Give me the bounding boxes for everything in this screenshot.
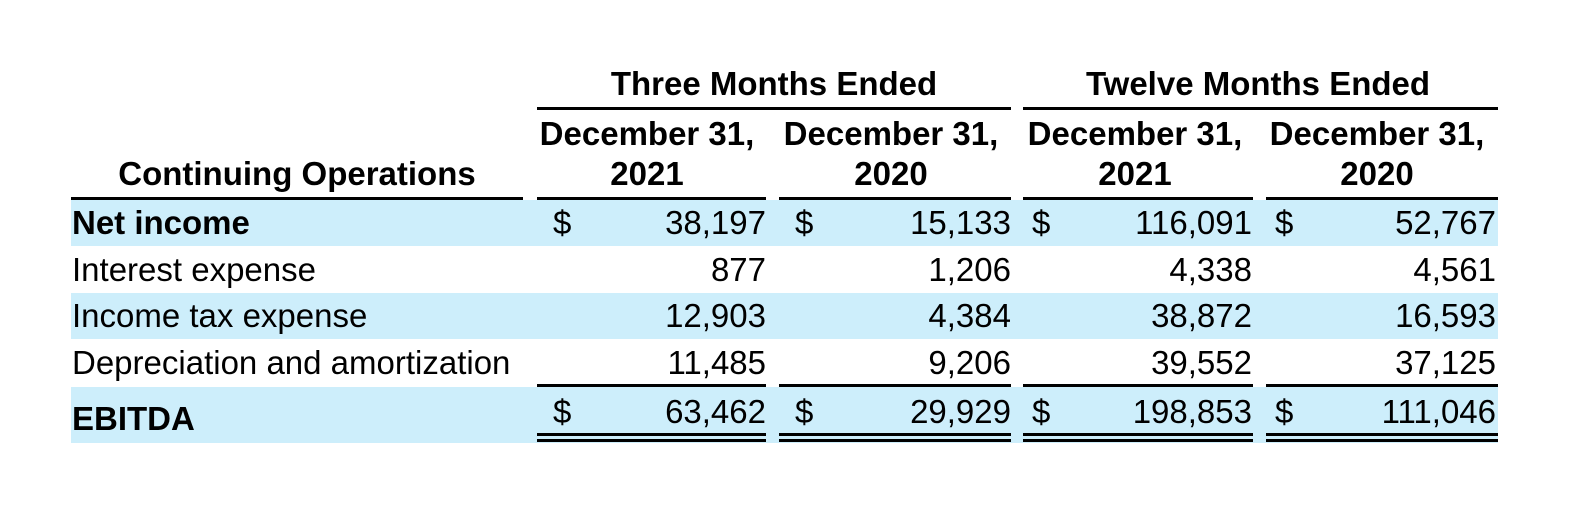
cell-value: 877 [710, 251, 766, 288]
cell-value: 38,872 [1151, 297, 1252, 334]
row-label-income-tax-expense: Income tax expense [72, 297, 368, 334]
cell-value: 63,462 [665, 393, 766, 430]
row-label-depreciation: Depreciation and amortization [72, 344, 511, 381]
cell-value: 29,929 [910, 393, 1011, 430]
column-header-line2: 2021 [610, 155, 684, 192]
total-double-rule-col4-top [1266, 433, 1498, 436]
header-rule-stub [71, 197, 523, 200]
group-header-twelve-months: Twelve Months Ended [1085, 65, 1431, 102]
cell-value: 4,561 [1413, 251, 1496, 288]
currency-symbol: $ [553, 204, 572, 241]
cell-value: 37,125 [1395, 344, 1496, 381]
total-double-rule-col1-bottom [537, 439, 766, 442]
cell-value: 15,133 [910, 204, 1011, 241]
header-rule-col3 [1023, 197, 1253, 200]
header-rule-col1 [537, 197, 766, 200]
row-label-net-income: Net income [72, 204, 250, 241]
group-rule-twelve-months [1023, 107, 1498, 110]
currency-symbol: $ [553, 393, 572, 430]
column-header-line1: December 31, [539, 115, 755, 152]
column-header-line2: 2021 [1098, 155, 1172, 192]
column-header-line2: 2020 [1340, 155, 1414, 192]
currency-symbol: $ [1275, 204, 1294, 241]
currency-symbol: $ [795, 204, 814, 241]
total-double-rule-col2-bottom [779, 439, 1011, 442]
cell-value: 11,485 [667, 344, 766, 381]
total-double-rule-col3-top [1023, 433, 1253, 436]
cell-value: 1,206 [928, 251, 1011, 288]
row-shading-net-income [71, 200, 1498, 246]
subtotal-rule-col2 [779, 384, 1011, 387]
column-header-line1: December 31, [1269, 115, 1485, 152]
cell-value: 16,593 [1395, 297, 1496, 334]
column-header-line1: December 31, [1027, 115, 1243, 152]
row-shading-income-tax [71, 293, 1498, 339]
group-rule-three-months [537, 107, 1011, 110]
cell-value: 4,384 [928, 297, 1011, 334]
currency-symbol: $ [1032, 204, 1051, 241]
header-rule-col4 [1266, 197, 1498, 200]
cell-value: 111,046 [1381, 393, 1496, 430]
currency-symbol: $ [795, 393, 814, 430]
cell-value: 12,903 [665, 297, 766, 334]
total-double-rule-col2-top [779, 433, 1011, 436]
column-header-line2: 2020 [854, 155, 928, 192]
cell-value: 38,197 [665, 204, 766, 241]
row-label-ebitda: EBITDA [72, 400, 195, 437]
cell-value: 4,338 [1169, 251, 1252, 288]
header-rule-col2 [779, 197, 1011, 200]
cell-value: 9,206 [928, 344, 1011, 381]
subtotal-rule-col3 [1023, 384, 1253, 387]
cell-value: 52,767 [1395, 204, 1496, 241]
total-double-rule-col3-bottom [1023, 439, 1253, 442]
subtotal-rule-col1 [537, 384, 766, 387]
group-header-three-months: Three Months Ended [610, 65, 938, 102]
total-double-rule-col4-bottom [1266, 439, 1498, 442]
stub-header: Continuing Operations [118, 155, 476, 192]
cell-value: 116,091 [1135, 204, 1252, 241]
cell-value: 39,552 [1151, 344, 1252, 381]
row-label-interest-expense: Interest expense [72, 251, 316, 288]
currency-symbol: $ [1032, 393, 1051, 430]
subtotal-rule-col4 [1266, 384, 1498, 387]
cell-value: 198,853 [1132, 393, 1252, 430]
currency-symbol: $ [1275, 393, 1294, 430]
total-double-rule-col1-top [537, 433, 766, 436]
column-header-line1: December 31, [783, 115, 999, 152]
